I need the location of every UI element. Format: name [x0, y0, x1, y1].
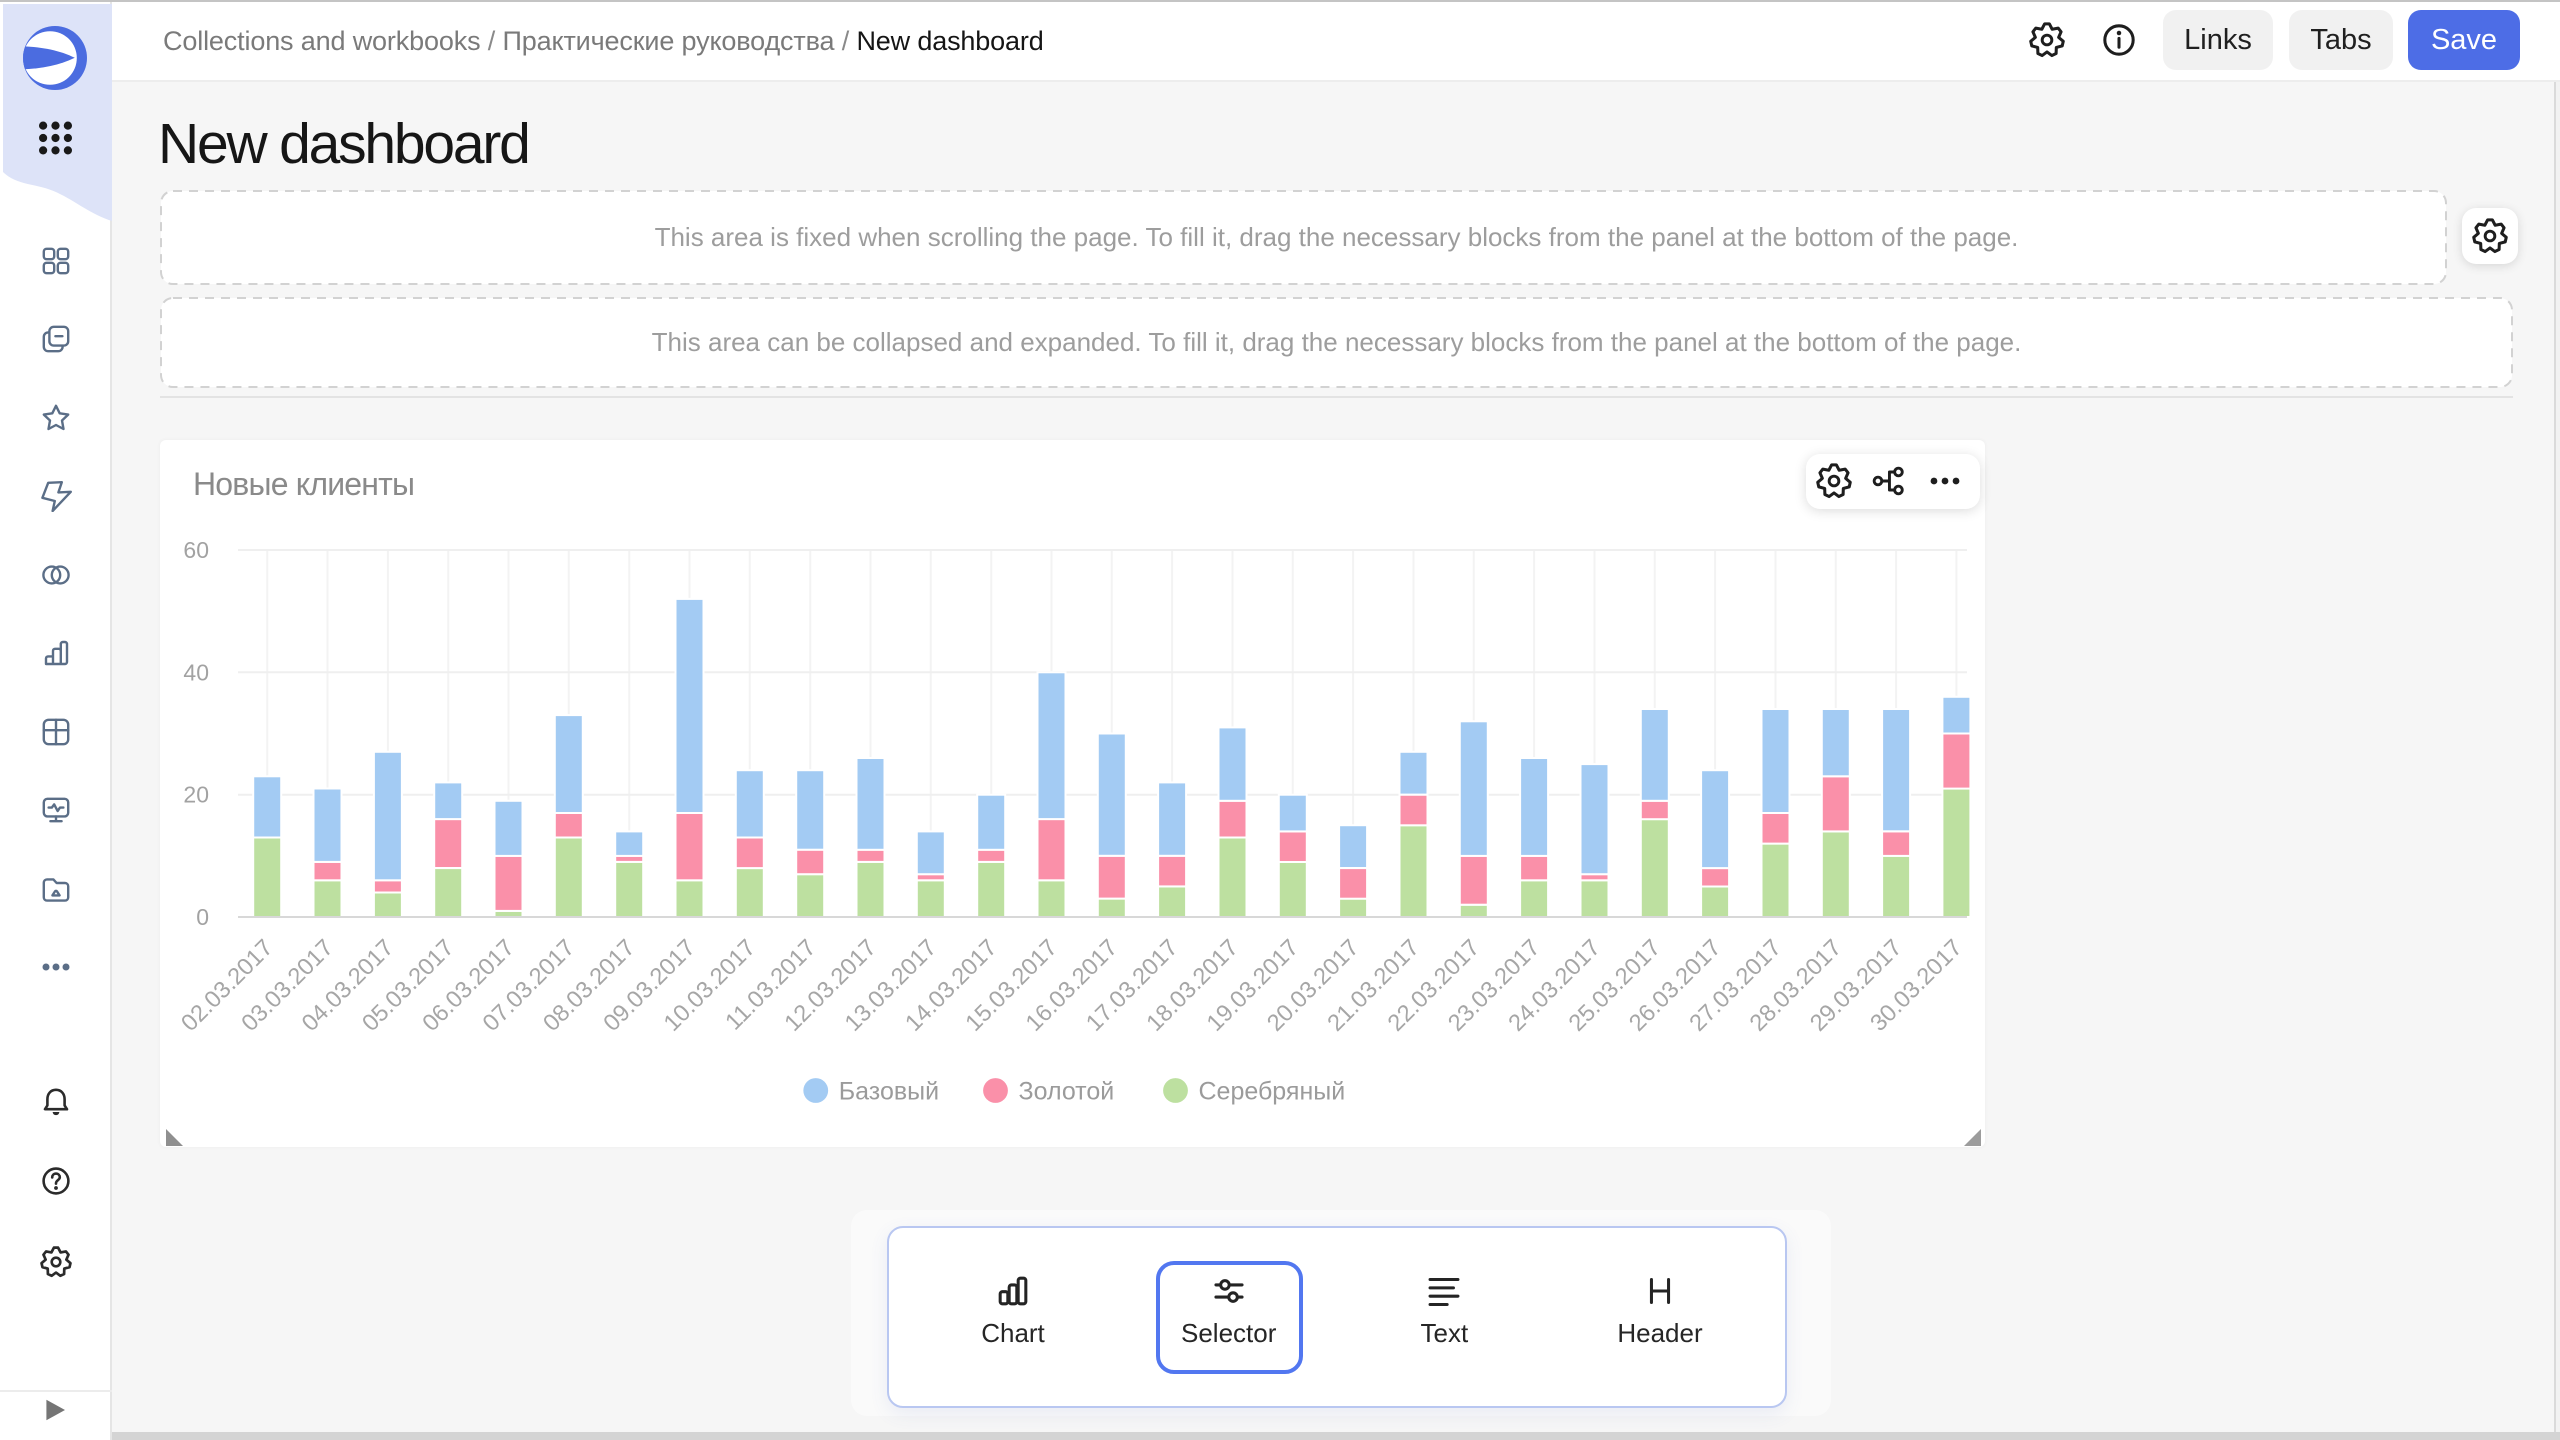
svg-text:0: 0	[196, 904, 209, 930]
svg-text:60: 60	[183, 537, 209, 563]
svg-text:20: 20	[183, 782, 209, 808]
svg-text:Базовый: Базовый	[839, 1078, 939, 1106]
svg-text:Золотой: Золотой	[1019, 1078, 1115, 1106]
svg-text:40: 40	[183, 659, 209, 685]
svg-text:Серебряный: Серебряный	[1199, 1078, 1346, 1106]
